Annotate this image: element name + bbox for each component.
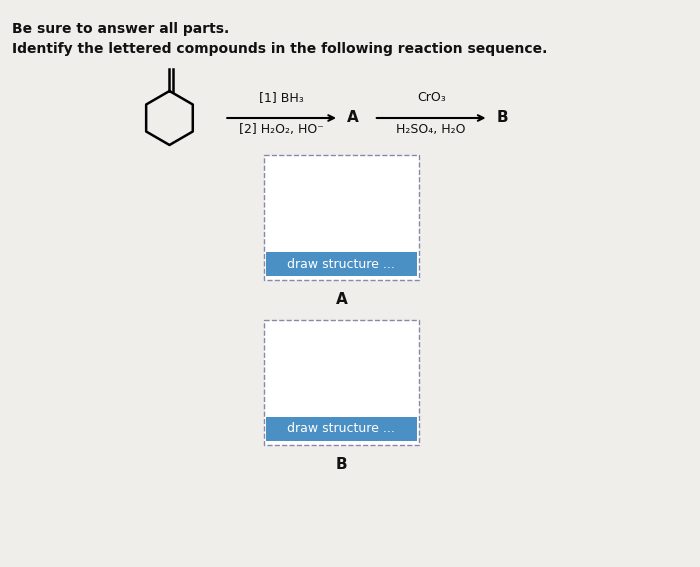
Bar bbox=[264, 320, 419, 445]
Bar bbox=[266, 417, 416, 441]
Text: CrO₃: CrO₃ bbox=[416, 91, 445, 104]
Bar bbox=[266, 252, 416, 276]
Text: [2] H₂O₂, HO⁻: [2] H₂O₂, HO⁻ bbox=[239, 123, 324, 136]
Text: B: B bbox=[496, 111, 508, 125]
Text: Identify the lettered compounds in the following reaction sequence.: Identify the lettered compounds in the f… bbox=[12, 42, 547, 56]
Text: H₂SO₄, H₂O: H₂SO₄, H₂O bbox=[396, 123, 466, 136]
Text: Be sure to answer all parts.: Be sure to answer all parts. bbox=[12, 22, 229, 36]
Text: B: B bbox=[335, 457, 347, 472]
Text: draw structure ...: draw structure ... bbox=[288, 257, 396, 270]
Text: A: A bbox=[335, 292, 347, 307]
Text: [1] BH₃: [1] BH₃ bbox=[259, 91, 304, 104]
Bar bbox=[264, 155, 419, 280]
Text: A: A bbox=[347, 111, 358, 125]
Text: draw structure ...: draw structure ... bbox=[288, 422, 396, 435]
